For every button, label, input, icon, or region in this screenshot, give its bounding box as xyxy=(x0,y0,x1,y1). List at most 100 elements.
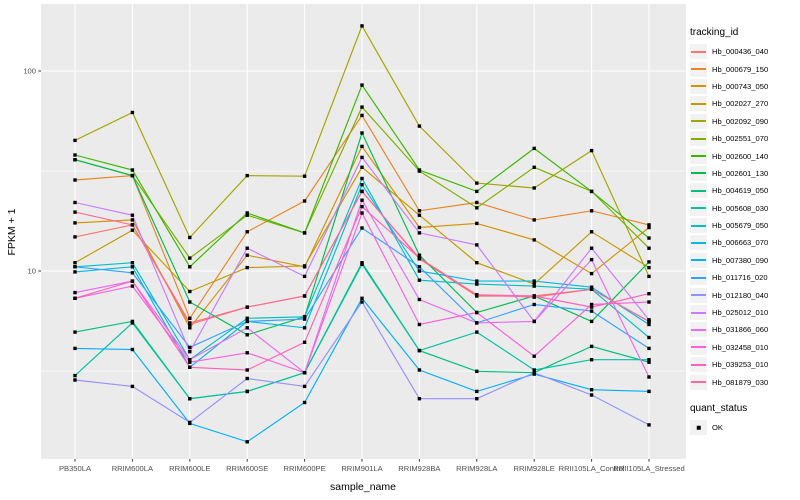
data-point xyxy=(475,181,479,185)
data-point xyxy=(188,345,192,350)
legend-entry-quant-ok: OK xyxy=(690,419,768,436)
data-point xyxy=(245,319,249,324)
x-tick-label: RRII105LA_Stressed xyxy=(613,464,684,473)
legend-entry: Hb_004619_050 xyxy=(690,182,768,199)
data-point xyxy=(188,256,192,260)
data-point xyxy=(130,321,135,325)
data-point xyxy=(245,213,249,217)
data-point xyxy=(532,371,536,375)
data-point xyxy=(360,176,364,181)
data-point xyxy=(532,354,536,358)
data-point xyxy=(589,230,594,234)
data-point xyxy=(475,293,479,297)
data-point xyxy=(647,375,651,379)
legend-entry: Hb_002092_090 xyxy=(690,113,768,130)
data-point xyxy=(360,183,364,187)
data-point xyxy=(302,384,307,389)
legend-key-line-icon xyxy=(690,252,707,268)
data-point xyxy=(302,400,307,405)
legend-entry: Hb_005608_030 xyxy=(690,200,768,217)
data-point xyxy=(475,261,479,265)
legend-key-line-icon xyxy=(690,305,707,321)
legend-key-line-icon xyxy=(690,322,707,338)
legend-label: Hb_032458_010 xyxy=(712,342,769,352)
data-point xyxy=(475,330,479,334)
data-point xyxy=(130,110,135,115)
data-point xyxy=(647,300,651,304)
legend-key-line-icon xyxy=(690,374,707,390)
legend-label: Hb_025012_010 xyxy=(712,308,769,318)
data-point xyxy=(532,282,536,286)
data-point xyxy=(475,310,479,315)
data-point xyxy=(245,389,249,394)
legend-label: Hb_011716_020 xyxy=(712,273,768,283)
legend-key-line-icon xyxy=(690,183,707,199)
data-point xyxy=(532,368,536,372)
data-point xyxy=(245,376,249,381)
data-point xyxy=(647,346,651,351)
data-point xyxy=(647,322,651,327)
data-point xyxy=(188,358,192,362)
data-point xyxy=(130,347,135,352)
data-point xyxy=(302,264,307,268)
data-point xyxy=(589,393,594,397)
legend-label: Hb_002092_090 xyxy=(712,116,769,126)
legend-title-tracking-id: tracking_id xyxy=(690,27,739,38)
x-tick-label: RRIM928LE xyxy=(514,464,555,473)
data-point xyxy=(360,300,364,304)
data-point xyxy=(475,389,479,394)
data-point xyxy=(73,178,77,182)
data-point xyxy=(302,199,307,203)
data-point xyxy=(532,284,536,288)
data-point xyxy=(647,223,651,227)
legend-label: Hb_006663_070 xyxy=(712,238,769,248)
data-point xyxy=(73,200,77,205)
data-point xyxy=(188,289,192,294)
data-point xyxy=(188,365,192,369)
data-point xyxy=(360,105,364,109)
panel-background xyxy=(41,4,686,459)
legend-entry: Hb_012180_040 xyxy=(690,286,768,303)
legend: tracking_id Hb_000436_040 Hb_000679_150 Hb… xyxy=(690,27,768,436)
data-point xyxy=(475,282,479,286)
data-point xyxy=(589,246,594,250)
data-point xyxy=(360,198,364,202)
data-point xyxy=(532,146,536,151)
data-point xyxy=(302,274,307,279)
data-point xyxy=(417,397,422,401)
data-point xyxy=(647,225,651,230)
data-point xyxy=(73,378,77,382)
y-tick-label: 10 xyxy=(28,267,36,276)
data-point xyxy=(589,358,594,362)
legend-label: Hb_000679_150 xyxy=(712,64,769,74)
data-point xyxy=(188,300,192,304)
data-point xyxy=(589,388,594,392)
data-point xyxy=(245,173,249,178)
data-point xyxy=(245,246,249,250)
data-point xyxy=(589,285,594,289)
x-tick-label: RRIM600PE xyxy=(283,464,325,473)
data-point xyxy=(417,348,422,353)
data-point xyxy=(647,360,651,364)
data-point xyxy=(417,231,422,235)
data-point xyxy=(475,200,479,205)
data-point xyxy=(589,302,594,307)
legend-label: Hb_081879_030 xyxy=(712,377,769,387)
data-point xyxy=(302,315,307,319)
data-point xyxy=(417,269,422,273)
data-point xyxy=(245,351,249,355)
data-point xyxy=(475,243,479,247)
data-point xyxy=(360,131,364,135)
data-point xyxy=(188,350,192,354)
data-point xyxy=(73,346,77,351)
data-point xyxy=(475,369,479,373)
data-point xyxy=(475,279,479,283)
data-point xyxy=(417,256,422,260)
data-point xyxy=(417,168,422,172)
data-point xyxy=(589,305,594,309)
legend-entry: Hb_000679_150 xyxy=(690,60,768,77)
x-tick-label: RRIM901LA xyxy=(341,464,383,473)
legend-key-line-icon xyxy=(690,113,707,129)
data-point xyxy=(589,309,594,313)
x-tick-label: RRII105LA_Control xyxy=(559,464,625,473)
